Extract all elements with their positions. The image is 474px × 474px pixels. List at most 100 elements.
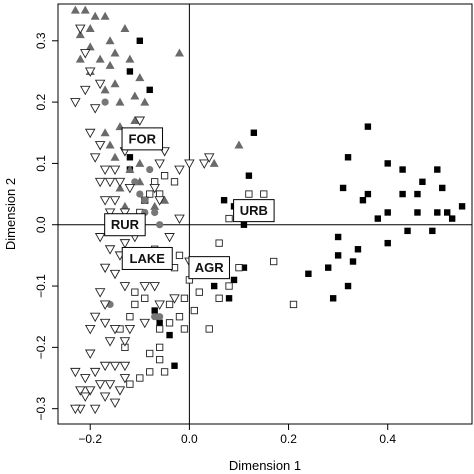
open-triangle-point — [109, 269, 121, 280]
filled-square-point — [414, 190, 421, 198]
open-triangle-point — [114, 177, 126, 188]
open-triangle-point — [94, 177, 106, 188]
open-triangle-point — [109, 165, 121, 175]
circle-point — [146, 165, 154, 174]
y-tick-label: 0.3 — [34, 32, 48, 49]
y-tick-label: 0.2 — [34, 93, 48, 110]
open-triangle-point — [84, 325, 96, 335]
open-triangle-point — [164, 233, 175, 243]
open-square-point — [175, 313, 184, 321]
filled-triangle-point — [75, 30, 85, 39]
filled-square-point — [171, 362, 178, 369]
filled-triangle-point — [100, 85, 110, 94]
open-triangle-point — [174, 165, 185, 175]
circle-point — [156, 313, 164, 321]
open-triangle-point — [75, 386, 86, 396]
open-square-point — [289, 300, 298, 309]
open-square-point — [131, 300, 139, 309]
open-triangle-point — [80, 374, 91, 384]
open-triangle-point — [89, 104, 101, 114]
y-tick-label: −0.1 — [34, 274, 48, 298]
open-square-point — [215, 239, 223, 247]
group-label-box — [104, 213, 146, 237]
open-triangle-point — [89, 367, 101, 378]
filled-square-point — [240, 264, 248, 271]
open-square-point — [126, 380, 134, 388]
filled-triangle-point — [120, 24, 130, 33]
filled-square-point — [126, 68, 134, 75]
open-triangle-point — [109, 196, 121, 206]
filled-triangle-point — [110, 48, 120, 57]
filled-triangle-point — [75, 54, 85, 63]
filled-square-point — [349, 258, 357, 265]
filled-square-point — [329, 295, 337, 302]
filled-triangle-point — [135, 73, 145, 82]
open-triangle-point — [139, 318, 151, 329]
x-tick-label: −0.2 — [78, 432, 102, 446]
open-triangle-point — [94, 233, 106, 243]
y-tick-label: 0.1 — [34, 155, 48, 172]
filled-square-point — [334, 233, 342, 241]
circle-point — [141, 196, 149, 204]
filled-square-point — [374, 215, 381, 222]
filled-square-point — [220, 197, 228, 204]
open-triangle-point — [94, 380, 106, 390]
open-square-point — [146, 349, 154, 358]
open-triangle-point — [99, 318, 111, 329]
filled-square-point — [384, 209, 391, 216]
open-square-point — [195, 288, 203, 296]
open-triangle-point — [70, 98, 81, 108]
group-labels: FOR RUR LAKE AGR URB — [104, 127, 275, 280]
y-tick-label: −0.3 — [34, 397, 48, 421]
open-triangle-point — [80, 392, 91, 402]
group-label-agr: AGR — [195, 260, 225, 275]
open-square-point — [136, 374, 144, 382]
filled-square-point — [250, 129, 258, 136]
open-triangle-point — [109, 361, 121, 372]
open-square-point — [141, 294, 149, 302]
open-square-point — [160, 368, 169, 376]
filled-square-point — [448, 215, 456, 222]
filled-square-point — [334, 252, 342, 259]
filled-triangle-point — [115, 97, 125, 106]
group-label-box — [188, 256, 230, 280]
circle-point — [136, 190, 144, 198]
filled-triangle-point — [105, 140, 115, 149]
filled-square-point — [166, 331, 173, 339]
open-triangle-point — [89, 153, 101, 163]
open-triangle-point — [89, 312, 101, 323]
filled-triangle-point — [160, 195, 170, 204]
filled-square-point — [344, 282, 352, 290]
filled-square-point — [146, 86, 153, 94]
open-square-point — [205, 325, 213, 333]
open-square-point — [155, 325, 164, 333]
x-axis-title: Dimension 1 — [229, 458, 301, 473]
open-triangle-point — [119, 208, 131, 218]
open-triangle-point — [94, 79, 106, 90]
y-tick-label: −0.2 — [34, 335, 48, 359]
open-triangle-point — [109, 398, 121, 408]
open-square-point — [175, 251, 184, 260]
open-triangle-point — [84, 349, 96, 359]
filled-square-point — [419, 178, 426, 186]
open-square-point — [126, 313, 134, 321]
group-label-box — [233, 199, 275, 223]
group-label-box — [121, 127, 164, 151]
plot-frame — [57, 3, 473, 425]
open-triangle-point — [149, 282, 160, 292]
filled-square-point — [359, 197, 367, 204]
filled-square-point — [339, 184, 347, 192]
open-triangle-point — [99, 300, 111, 310]
filled-triangle-point — [120, 201, 130, 210]
open-triangle-point — [89, 404, 101, 415]
open-triangle-point — [154, 300, 165, 310]
open-triangle-point — [119, 361, 131, 372]
filled-square-point — [230, 276, 238, 284]
open-triangle-point — [94, 141, 106, 151]
filled-triangle-point — [85, 24, 95, 33]
filled-square-point — [444, 209, 451, 216]
x-axis-ticks: −0.2 0.0 0.2 0.4 — [78, 424, 396, 446]
open-square-point — [235, 263, 243, 272]
open-square-point — [155, 355, 164, 364]
